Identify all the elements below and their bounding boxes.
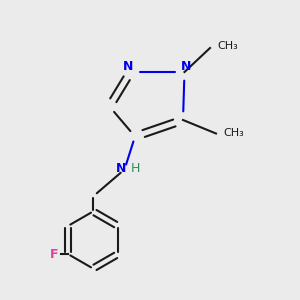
Text: CH₃: CH₃	[218, 40, 238, 51]
Text: N: N	[123, 60, 133, 73]
Text: F: F	[50, 248, 58, 261]
Text: H: H	[131, 161, 141, 175]
Text: N: N	[181, 60, 191, 73]
Text: CH₃: CH₃	[224, 128, 244, 139]
Text: N: N	[116, 161, 127, 175]
